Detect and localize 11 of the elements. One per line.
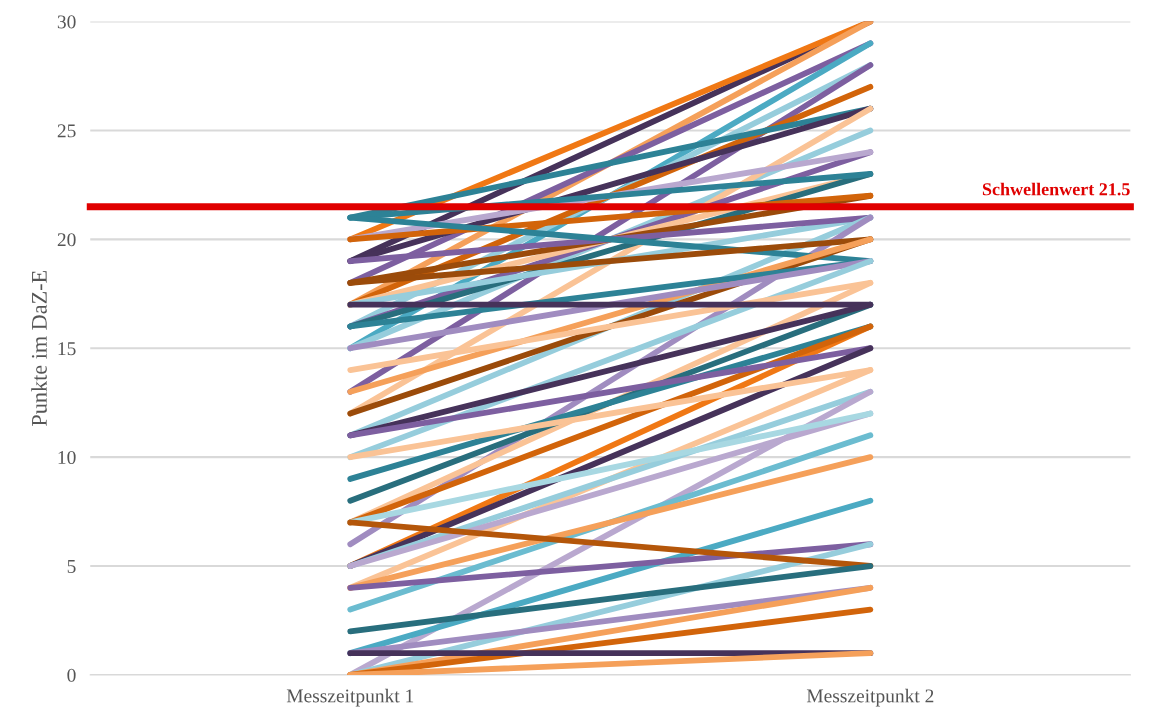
y-tick-label: 0 [67,668,76,682]
y-tick-label: 15 [58,342,76,356]
x-tick-label: Messzeitpunkt 2 [806,688,934,707]
y-tick-label: 5 [67,560,76,573]
y-tick-label: 20 [57,233,76,247]
y-tick-label: 25 [57,124,76,138]
y-axis-title: Punkte im DaZ-E [31,270,47,426]
y-tick-label: 30 [57,15,76,29]
ref-line-label: Schwellenwert 21.5 [982,182,1130,196]
x-tick-label: Messzeitpunkt 1 [286,688,414,707]
y-tick-label: 10 [58,450,76,465]
